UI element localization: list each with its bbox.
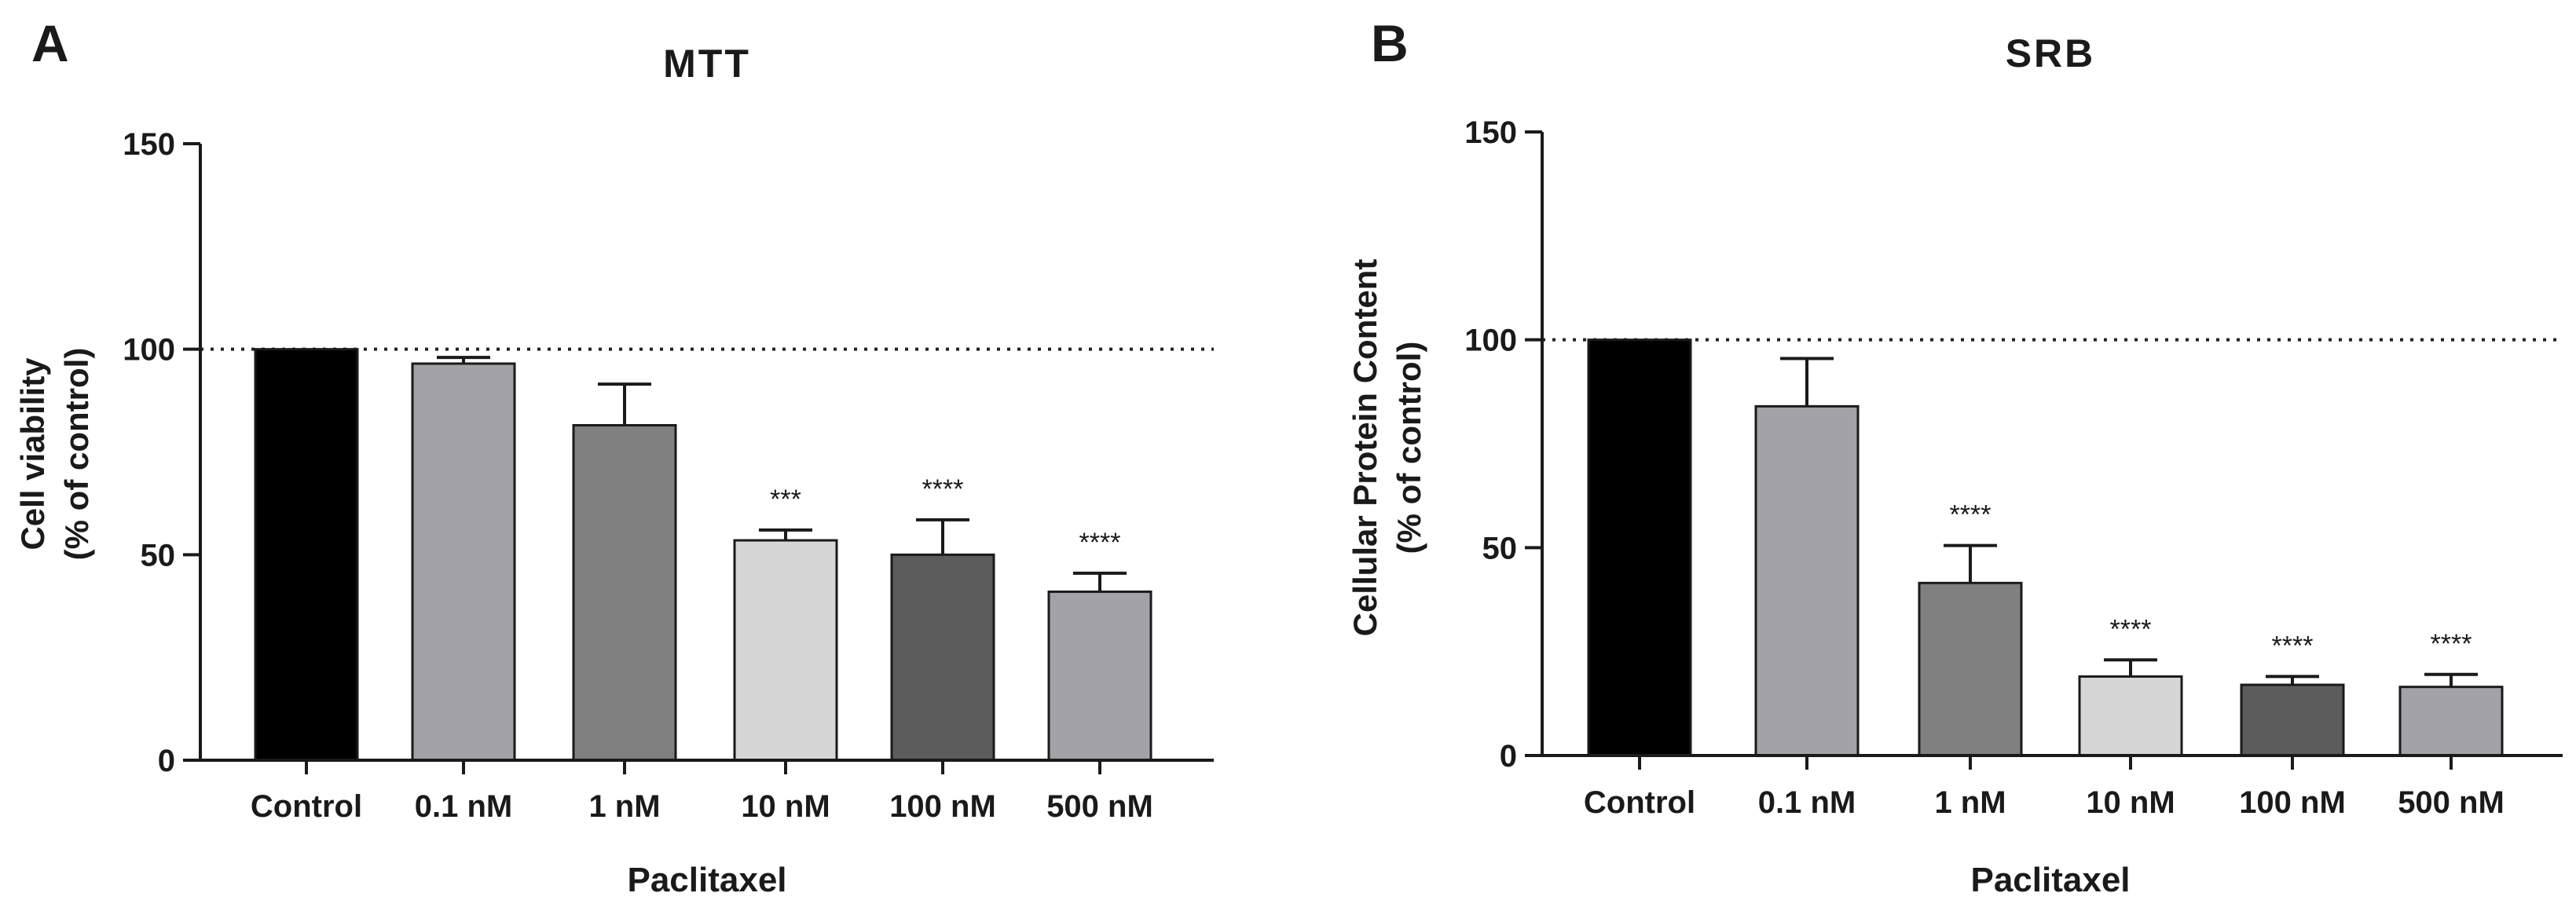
significance-label: **** [1079,528,1121,558]
significance-label: **** [1950,500,1992,530]
x-axis-title-mtt: Paclitaxel [627,861,786,899]
x-tick-label: 1 nM [1934,785,2006,820]
bar [411,362,516,762]
y-tick-label: 100 [123,333,175,368]
significance-label: *** [770,485,801,514]
y-axis-title-line1: Cellular Protein Content [1347,259,1383,637]
y-axis-title-line1: Cell viability [14,357,51,551]
panel-a-mtt-chart: A MTT Cell viability (% of control) Pacl… [14,14,1214,899]
panel-letter-a: A [31,14,69,72]
x-tick-label: 10 nM [2086,785,2175,820]
bar [1047,590,1152,762]
y-tick-label: 0 [1500,739,1517,774]
y-tick-label: 50 [1482,531,1518,565]
bar [572,423,677,762]
chart-title-srb: SRB [2006,31,2096,75]
x-tick-label: 1 nM [588,789,660,824]
significance-label: **** [2272,631,2314,660]
y-tick-label: 150 [1464,115,1517,150]
significance-label: **** [2431,629,2472,659]
significance-label: **** [922,474,964,504]
y-axis-title-srb: Cellular Protein Content (% of control) [1347,259,1427,637]
x-axis-title-srb: Paclitaxel [1970,861,2130,899]
bar [733,539,838,762]
y-axis-title-line2: (% of control) [58,348,95,561]
x-tick-label: 100 nM [889,789,996,824]
significance-label: **** [2110,614,2152,644]
plot-area-srb: Control 0.1 nM **** 1 nM **** 10 nM **** 100 nM… [1464,115,2563,820]
x-tick-label: 500 nM [2398,785,2505,820]
bar [1587,338,1692,757]
y-tick-label: 100 [1464,324,1517,358]
x-tick-label: 0.1 nM [415,789,512,824]
x-tick-label: 10 nM [741,789,830,824]
panel-letter-b: B [1371,14,1409,72]
y-axis-title-mtt: Cell viability (% of control) [14,348,95,561]
y-tick-label: 50 [141,538,176,573]
bar [1754,404,1860,757]
panel-b-srb-chart: B SRB Cellular Protein Content (% of con… [1347,14,2563,899]
chart-title-mtt: MTT [663,42,751,86]
bar [2078,675,2183,757]
bar [254,348,359,762]
bar [2240,683,2345,757]
x-tick-label: Control [251,789,362,824]
x-tick-label: 0.1 nM [1758,785,1856,820]
plot-area-mtt: Control 0.1 nM 1 nM *** 10 nM **** 100 nM **** 5… [123,127,1214,824]
x-tick-label: 100 nM [2239,785,2346,820]
bar [890,553,995,762]
x-tick-label: Control [1584,785,1695,820]
x-tick-label: 500 nM [1046,789,1153,824]
bar [1918,581,2023,757]
bar [2398,686,2504,757]
y-tick-label: 150 [123,127,175,162]
y-tick-label: 0 [158,744,175,778]
y-axis-title-line2: (% of control) [1391,342,1427,554]
